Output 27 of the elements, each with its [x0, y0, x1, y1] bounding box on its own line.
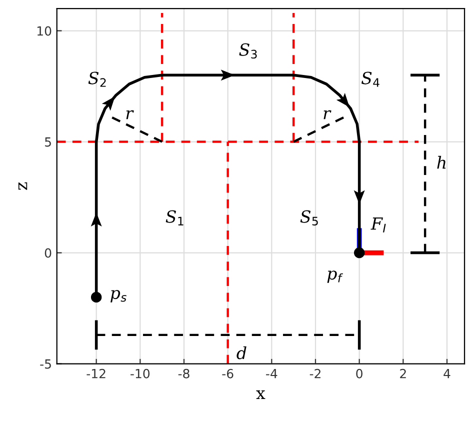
- x-tick-label: 0: [356, 368, 362, 378]
- x-tick-label: -2: [310, 368, 320, 378]
- annotation: d: [236, 346, 246, 360]
- annotation: S$_{5}$: [300, 210, 318, 226]
- annotation: h: [437, 156, 446, 169]
- annotation: S$_{4}$: [361, 72, 380, 87]
- x-axis-title: x: [256, 390, 266, 399]
- annotation: F$_{I}$: [370, 217, 386, 232]
- annotation: S$_{1}$: [166, 210, 184, 226]
- x-tick-label: -4: [266, 369, 278, 378]
- annotation: S$_{2}$: [88, 72, 106, 87]
- y-tick-label: 10: [37, 26, 52, 36]
- y-tick-label: 0: [44, 248, 52, 258]
- annotation: r: [324, 110, 332, 120]
- annotation: S$_{3}$: [239, 43, 257, 59]
- x-tick-label: -6: [222, 368, 234, 378]
- y-tick-label: 5: [45, 137, 51, 147]
- x-tick-label: 4: [444, 369, 450, 378]
- x-tick-label: 2: [400, 368, 406, 378]
- y-tick-label: -5: [40, 359, 51, 369]
- x-tick-label: -12: [86, 368, 106, 378]
- y-axis-title: z: [18, 182, 28, 190]
- x-tick-label: -10: [130, 368, 150, 378]
- annotation: r: [126, 110, 134, 120]
- annotation: p$_{f}$: [327, 270, 343, 283]
- annotation: p$_{s}$: [110, 290, 126, 302]
- x-tick-label: -8: [178, 368, 190, 378]
